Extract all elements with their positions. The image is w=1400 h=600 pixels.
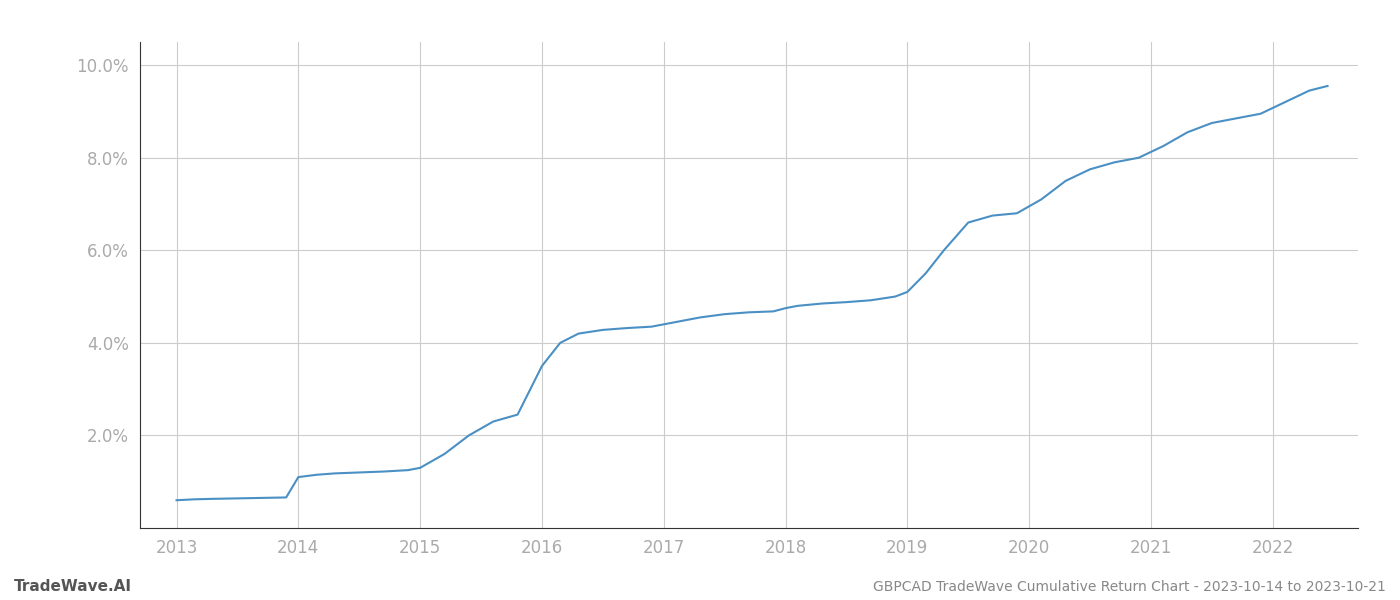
- Text: GBPCAD TradeWave Cumulative Return Chart - 2023-10-14 to 2023-10-21: GBPCAD TradeWave Cumulative Return Chart…: [874, 580, 1386, 594]
- Text: TradeWave.AI: TradeWave.AI: [14, 579, 132, 594]
